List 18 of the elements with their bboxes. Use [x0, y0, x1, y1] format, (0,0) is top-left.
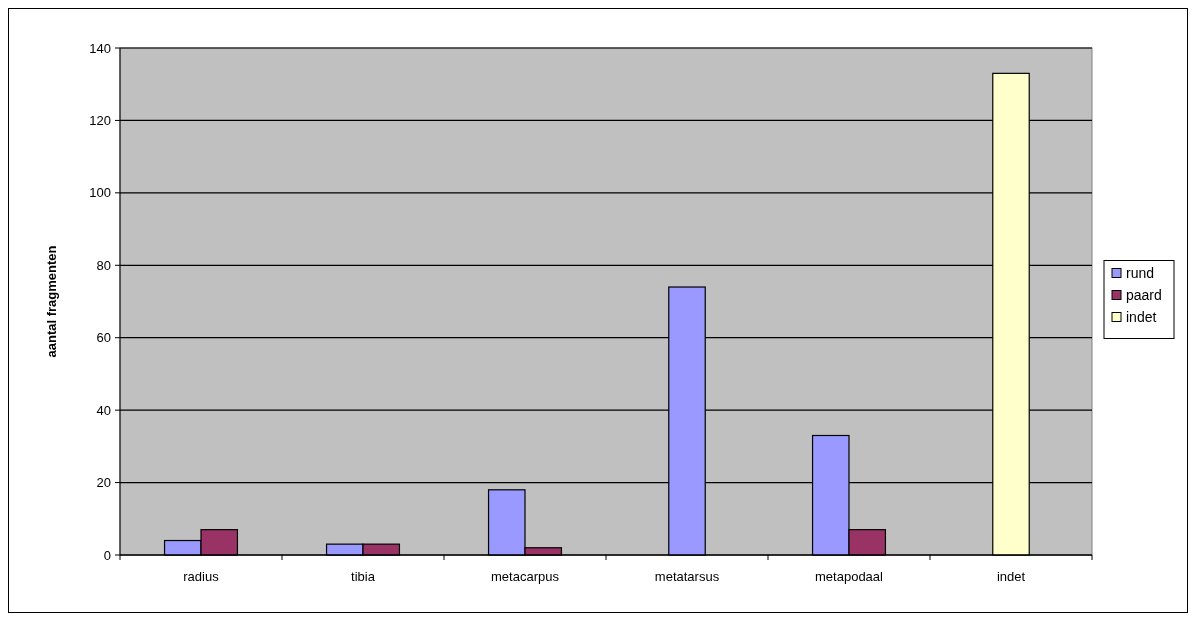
y-tick-label: 100 [89, 185, 111, 201]
x-tick-label: tibia [351, 569, 376, 584]
legend-label: paard [1126, 287, 1162, 304]
x-tick-label: radius [183, 569, 220, 584]
x-tick-label: metapodaal [815, 569, 884, 584]
y-tick-label: 20 [96, 475, 111, 491]
legend-label: indet [1126, 309, 1157, 326]
y-tick-label: 0 [103, 547, 111, 563]
y-tick-label: 80 [96, 257, 111, 273]
y-tick-label: 60 [96, 330, 111, 346]
x-tick-label: metacarpus [491, 569, 560, 584]
legend-label: rund [1126, 265, 1155, 282]
y-tick-label: 120 [89, 112, 111, 128]
x-tick-label: metatarsus [654, 569, 720, 584]
y-tick-label: 40 [96, 402, 111, 418]
y-axis-title: aantal fragmenten [44, 245, 59, 358]
y-tick-label: 140 [89, 40, 111, 56]
x-tick-label: indet [996, 569, 1026, 584]
